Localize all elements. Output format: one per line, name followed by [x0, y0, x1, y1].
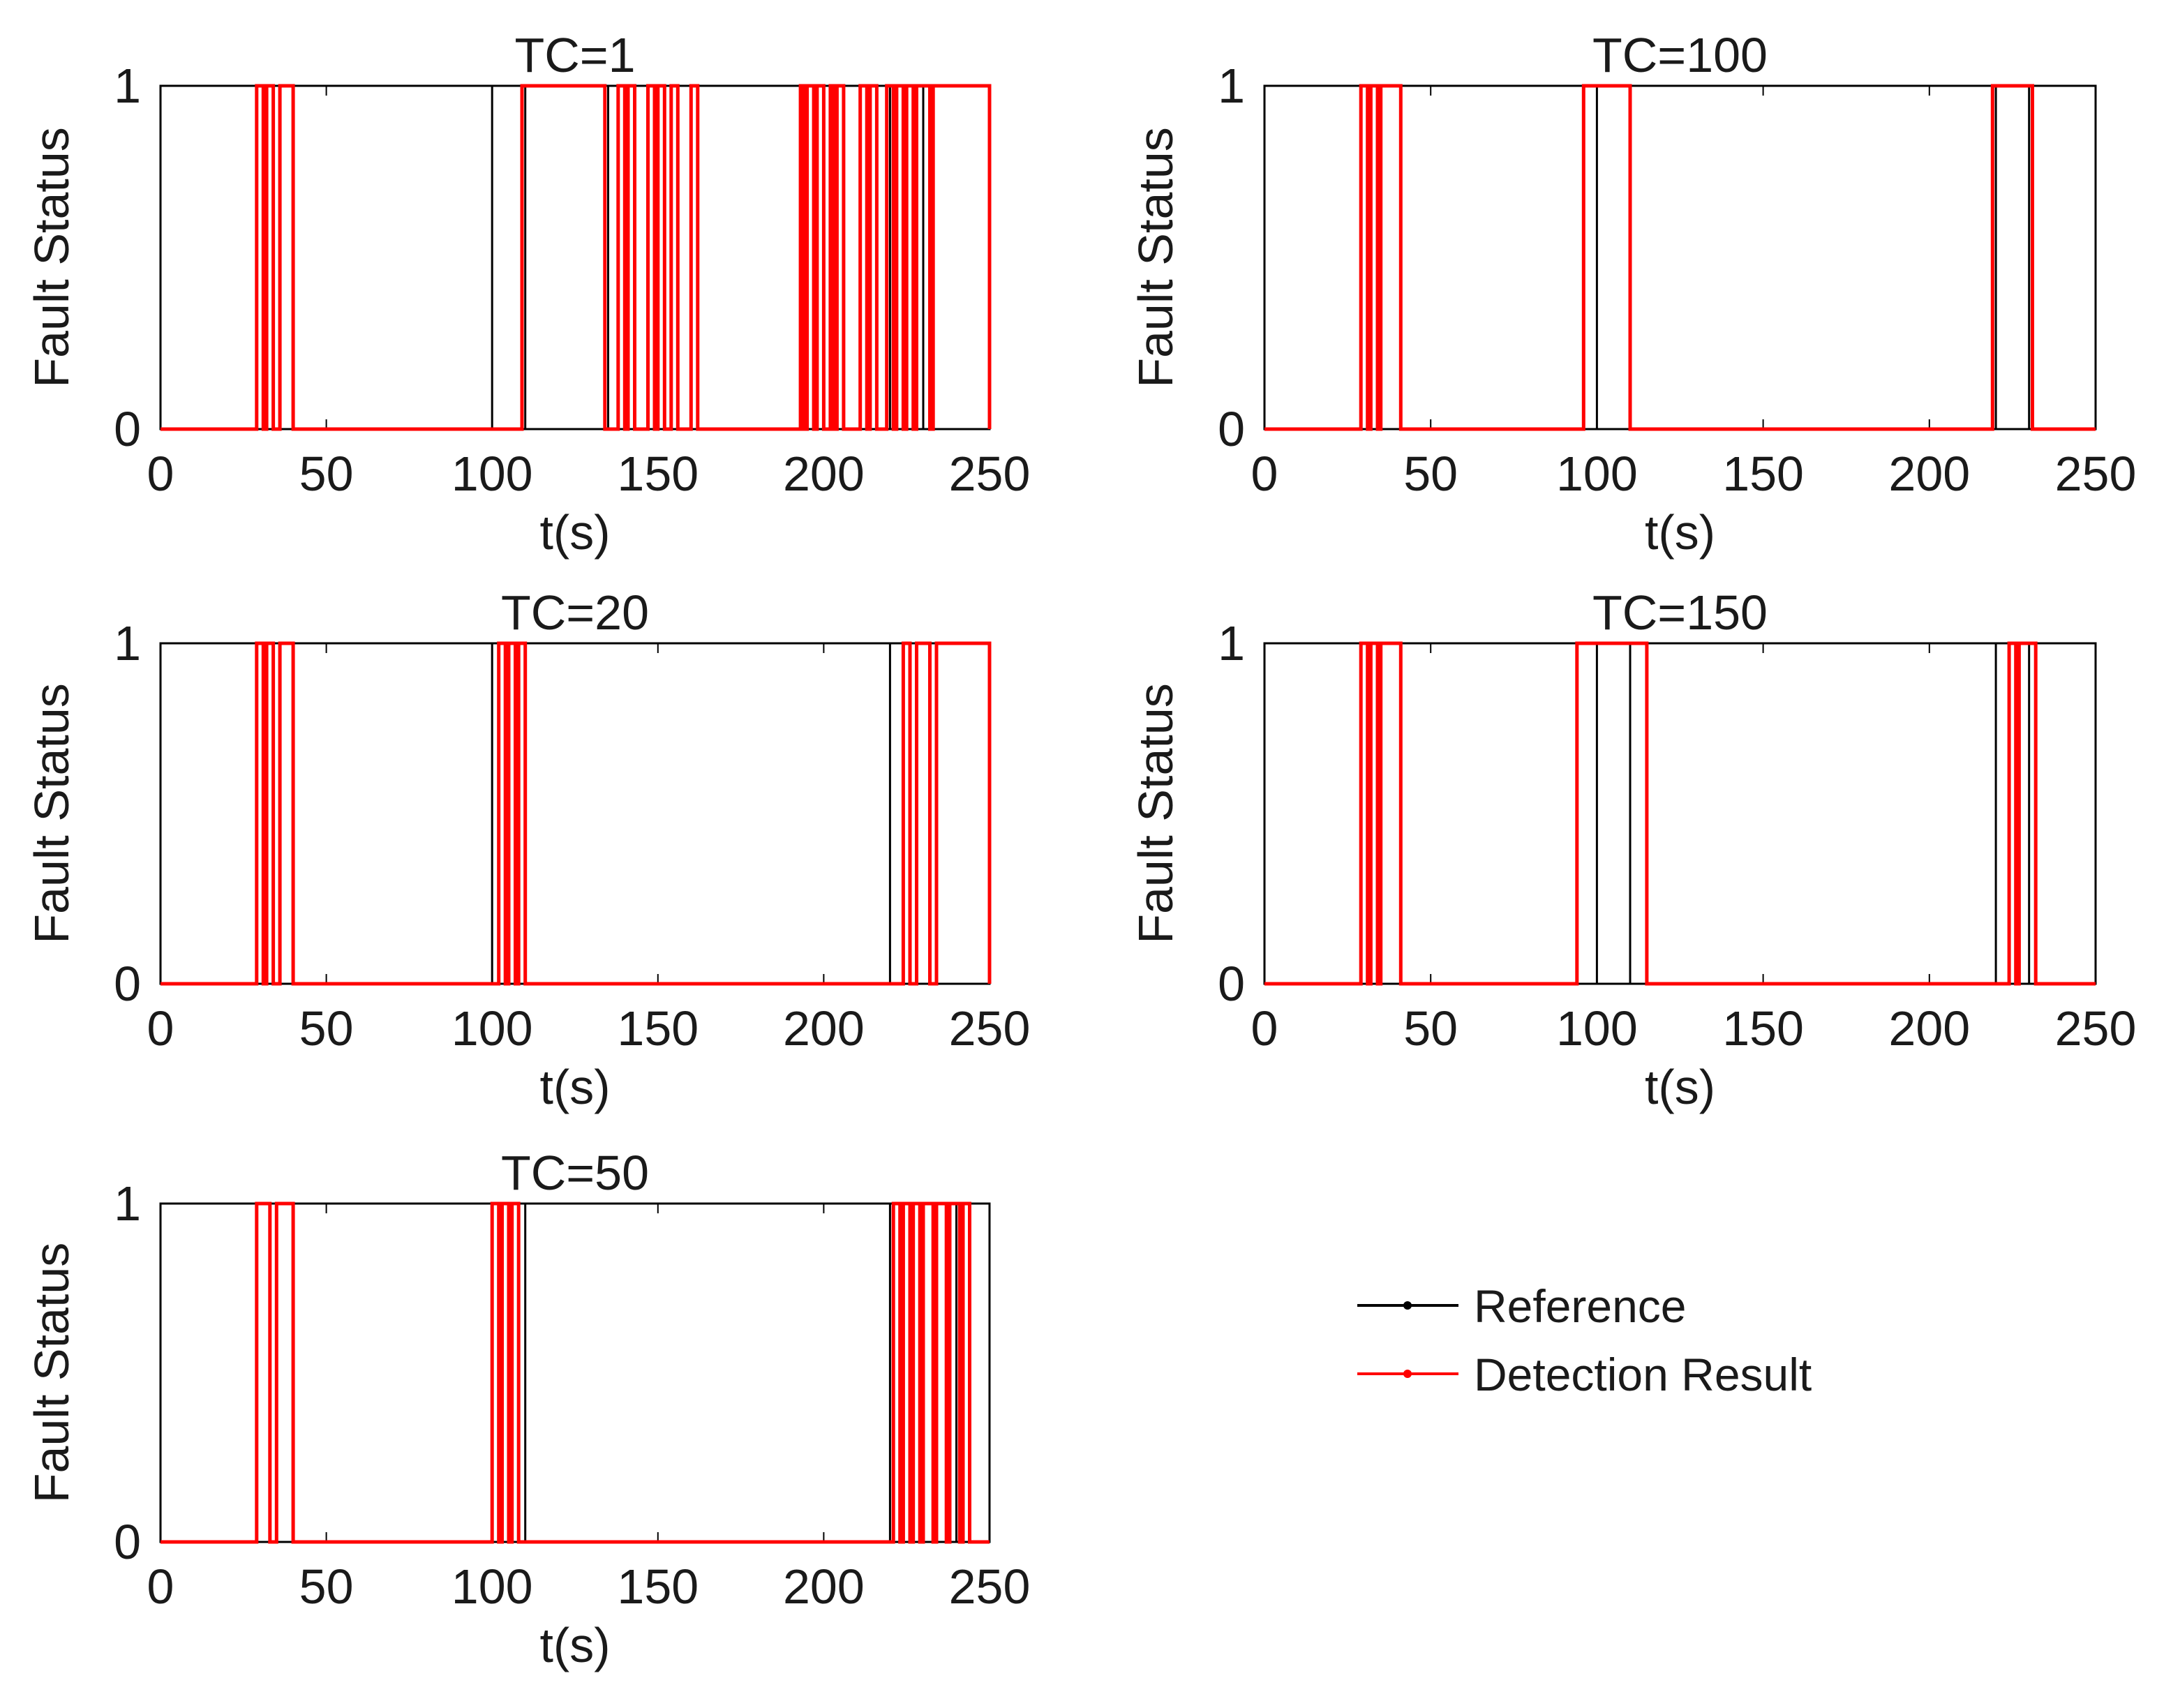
x-tick-label: 150 [1722, 1001, 1804, 1056]
subplot-title: TC=150 [1592, 585, 1768, 640]
x-axis-label: t(s) [1645, 505, 1715, 560]
subplot-tc-1: 0 50 100 150 200 250 0 1 TC=1 t(s) Fault Status [24, 28, 1030, 560]
x-tick-label: 100 [451, 1559, 533, 1614]
y-tick-label: 1 [114, 1176, 141, 1231]
x-tick-label: 100 [1556, 447, 1638, 501]
legend-entry-reference: Reference [1357, 1280, 1687, 1332]
legend-label-detection-result: Detection Result [1474, 1349, 1812, 1400]
x-tick-label: 150 [617, 1559, 699, 1614]
series-line-reference [161, 642, 991, 985]
x-tick-label: 100 [1556, 1001, 1638, 1056]
series-line-detection-result [161, 1201, 990, 1544]
subplot-title: TC=100 [1592, 28, 1768, 82]
subplot-tc-50: 0 50 100 150 200 250 0 1 TC=50 t(s) Fault Status [24, 1146, 1030, 1672]
x-axis-label: t(s) [539, 1060, 610, 1114]
y-axis-label: Fault Status [1128, 683, 1183, 944]
legend-label-reference: Reference [1474, 1280, 1687, 1332]
series-line-reference [161, 1202, 990, 1543]
legend-marker-reference [1403, 1301, 1412, 1310]
series-line-detection-result [161, 84, 992, 431]
x-tick-label: 0 [147, 447, 174, 501]
x-tick-label: 100 [451, 1001, 533, 1056]
axes-box [159, 642, 991, 985]
x-tick-label: 50 [299, 1001, 354, 1056]
y-tick-label: 0 [114, 957, 141, 1011]
x-tick-label: 200 [783, 447, 865, 501]
x-tick-label: 200 [1888, 447, 1970, 501]
subplot-title: TC=1 [514, 28, 635, 82]
subplot-tc-150: 0 50 100 150 200 250 0 1 TC=150 t(s) Fault Status [1128, 585, 2136, 1114]
y-axis-label: Fault Status [24, 127, 79, 388]
x-tick-label: 150 [617, 447, 699, 501]
x-axis-label: t(s) [539, 1618, 610, 1672]
y-axis-label: Fault Status [1128, 127, 1183, 388]
legend: Reference Detection Result [1357, 1280, 1812, 1400]
axes-box [1263, 642, 2097, 985]
subplot-tc-20: 0 50 100 150 200 250 0 1 TC=20 t(s) Fault Status [24, 585, 1030, 1114]
x-tick-label: 250 [949, 447, 1031, 501]
y-axis-label: Fault Status [24, 683, 79, 944]
subplot-tc-100: 0 50 100 150 200 250 0 1 TC=100 t(s) Fault Status [1128, 28, 2136, 560]
series-line-detection-result [161, 641, 992, 986]
x-axis-label: t(s) [539, 505, 610, 560]
x-tick-label: 250 [949, 1559, 1031, 1614]
x-axis-label: t(s) [1645, 1060, 1715, 1114]
y-tick-label: 1 [114, 59, 141, 113]
y-tick-label: 0 [1218, 957, 1245, 1011]
legend-entry-detection-result: Detection Result [1357, 1349, 1812, 1400]
subplot-title: TC=50 [501, 1146, 649, 1200]
series-line-reference [1264, 642, 2096, 985]
x-tick-label: 50 [299, 1559, 354, 1614]
x-tick-label: 200 [783, 1559, 865, 1614]
x-tick-label: 150 [617, 1001, 699, 1056]
x-tick-label: 0 [1251, 447, 1278, 501]
axes-box [159, 1202, 991, 1543]
y-tick-label: 0 [114, 402, 141, 456]
x-tick-label: 50 [1403, 1001, 1458, 1056]
x-tick-label: 200 [783, 1001, 865, 1056]
x-tick-label: 0 [1251, 1001, 1278, 1056]
x-tick-label: 250 [2055, 1001, 2137, 1056]
x-tick-label: 200 [1888, 1001, 1970, 1056]
subplot-title: TC=20 [501, 585, 649, 640]
x-tick-label: 50 [299, 447, 354, 501]
x-tick-label: 100 [451, 447, 533, 501]
x-tick-label: 0 [147, 1001, 174, 1056]
x-tick-label: 250 [2055, 447, 2137, 501]
y-tick-label: 1 [1218, 616, 1245, 671]
y-tick-label: 0 [114, 1515, 141, 1569]
series-line-reference [1264, 84, 2096, 430]
legend-marker-detection-result [1403, 1370, 1412, 1378]
x-tick-label: 250 [949, 1001, 1031, 1056]
x-tick-label: 50 [1403, 447, 1458, 501]
y-tick-label: 0 [1218, 402, 1245, 456]
series-line-detection-result [1264, 641, 2096, 986]
y-tick-label: 1 [114, 616, 141, 671]
y-tick-label: 1 [1218, 59, 1245, 113]
axes-box [1263, 84, 2097, 430]
x-tick-label: 0 [147, 1559, 174, 1614]
x-tick-label: 150 [1722, 447, 1804, 501]
y-axis-label: Fault Status [24, 1243, 79, 1504]
series-line-detection-result [1264, 84, 2096, 431]
